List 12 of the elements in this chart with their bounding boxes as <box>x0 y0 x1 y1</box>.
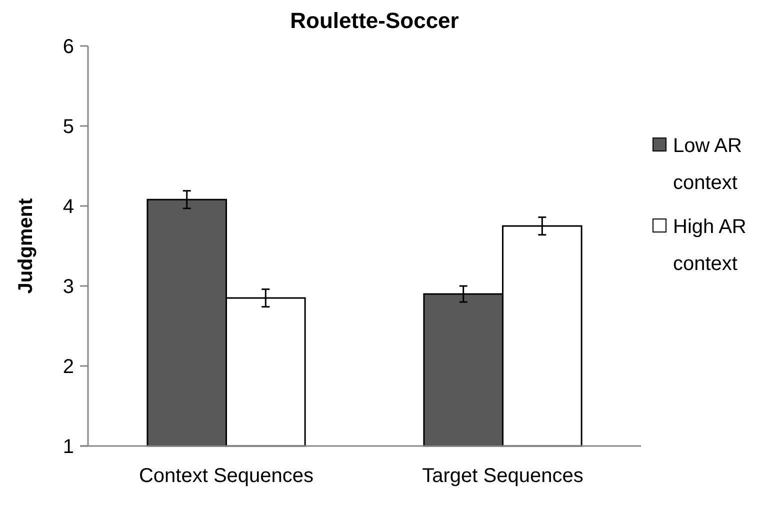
y-axis-title: Judgment <box>15 198 37 294</box>
y-tick-label: 1 <box>62 436 74 458</box>
x-tick-label: Context Sequences <box>138 465 314 487</box>
y-tick-label: 6 <box>62 36 74 58</box>
y-tick-label: 2 <box>62 356 74 378</box>
y-tick-label: 5 <box>62 116 74 138</box>
legend-label: Low AR context <box>673 135 742 194</box>
chart-title: Roulette-Soccer <box>290 8 460 33</box>
y-tick-label: 3 <box>62 276 74 298</box>
y-tick-label: 4 <box>62 196 74 218</box>
legend-label: High AR context <box>673 216 746 275</box>
x-tick-label: Target Sequences <box>422 465 584 487</box>
